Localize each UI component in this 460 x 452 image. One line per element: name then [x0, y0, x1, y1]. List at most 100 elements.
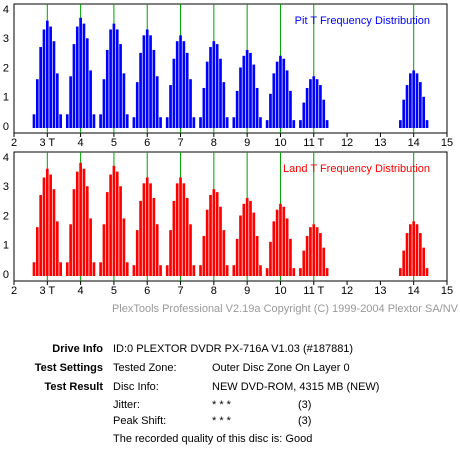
label: Test Result: [45, 381, 104, 393]
value: Outer Disc Zone On Layer 0: [212, 362, 350, 374]
bar: [69, 224, 72, 276]
bar: [212, 189, 216, 276]
bar: [175, 183, 179, 276]
bar: [319, 233, 322, 276]
bar: [322, 247, 326, 276]
bar: [109, 174, 112, 276]
bar: [202, 87, 206, 128]
label: Drive Info: [52, 343, 103, 355]
bar: [142, 183, 146, 276]
bar: [235, 238, 239, 276]
bar: [69, 76, 72, 128]
bar: [205, 209, 209, 276]
label: Tested Zone:: [113, 362, 177, 374]
bar: [405, 85, 409, 128]
bar: [239, 215, 242, 276]
bar: [169, 230, 172, 276]
bar: [119, 186, 122, 276]
bar: [299, 120, 302, 128]
bar: [72, 189, 76, 276]
bar: [272, 221, 276, 276]
y-tick-label: 2: [3, 210, 9, 222]
bar: [415, 224, 419, 276]
bar: [145, 29, 149, 129]
bar: [225, 117, 229, 128]
bar: [82, 23, 86, 128]
bar: [32, 114, 36, 128]
bar: [125, 262, 129, 276]
x-tick-label: 2: [11, 285, 17, 297]
x-tick-label: 14: [408, 137, 420, 149]
value: (3): [298, 399, 311, 411]
x-tick-label: 7: [177, 137, 183, 149]
bar: [115, 171, 119, 276]
bar: [209, 47, 212, 128]
bar: [309, 227, 312, 276]
x-tick-label: 4: [78, 285, 84, 297]
bar: [185, 52, 189, 128]
bar: [289, 238, 292, 276]
bar: [142, 35, 146, 129]
x-tick-label: 5: [111, 285, 117, 297]
bar: [399, 120, 402, 128]
bar: [225, 265, 229, 276]
bar: [409, 224, 412, 276]
label: Test Settings: [35, 362, 103, 374]
bar: [112, 165, 116, 276]
bar: [275, 209, 279, 276]
bar: [175, 41, 179, 128]
y-tick-label: 0: [3, 269, 9, 281]
bar: [309, 79, 312, 128]
x-tick-label: 3 T: [39, 137, 55, 149]
bar: [265, 120, 269, 128]
label: Jitter:: [113, 399, 140, 411]
bar: [422, 96, 426, 128]
bar: [259, 117, 262, 128]
bar: [419, 233, 422, 276]
bar: [239, 67, 242, 128]
y-tick-label: 4: [3, 4, 9, 16]
bar: [245, 197, 249, 276]
y-tick-label: 0: [3, 121, 9, 133]
bar: [279, 55, 282, 128]
bar: [182, 183, 186, 276]
bar: [192, 265, 196, 276]
bar: [102, 224, 106, 276]
bar: [52, 41, 56, 128]
bar: [139, 52, 142, 128]
y-tick-label: 3: [3, 33, 9, 45]
bar: [159, 117, 162, 128]
bar: [205, 61, 209, 128]
bar: [219, 206, 222, 276]
x-tick-label: 6: [144, 285, 150, 297]
bar: [89, 70, 92, 128]
value: NEW DVD-ROM, 4315 MB (NEW): [212, 381, 379, 393]
x-tick-label: 5: [111, 137, 117, 149]
bar: [199, 265, 202, 276]
bar: [325, 268, 329, 276]
x-tick-label: 12: [341, 285, 353, 297]
bar: [302, 250, 306, 276]
bar: [145, 177, 149, 276]
x-tick-label: 9: [244, 137, 250, 149]
bar: [105, 49, 109, 129]
bar: [252, 212, 256, 276]
bar: [169, 85, 172, 128]
bar: [35, 79, 39, 128]
bar: [255, 235, 259, 276]
bar: [312, 76, 316, 128]
bar: [132, 265, 136, 276]
bar: [179, 177, 182, 276]
bar: [89, 218, 92, 276]
bar: [165, 117, 169, 128]
value: (3): [298, 415, 311, 427]
bar: [402, 99, 406, 128]
bar: [265, 268, 269, 276]
bar: [99, 262, 102, 276]
bar: [269, 241, 272, 276]
bar: [79, 17, 82, 128]
bar: [282, 206, 286, 276]
bar: [399, 268, 402, 276]
bar: [325, 120, 329, 128]
